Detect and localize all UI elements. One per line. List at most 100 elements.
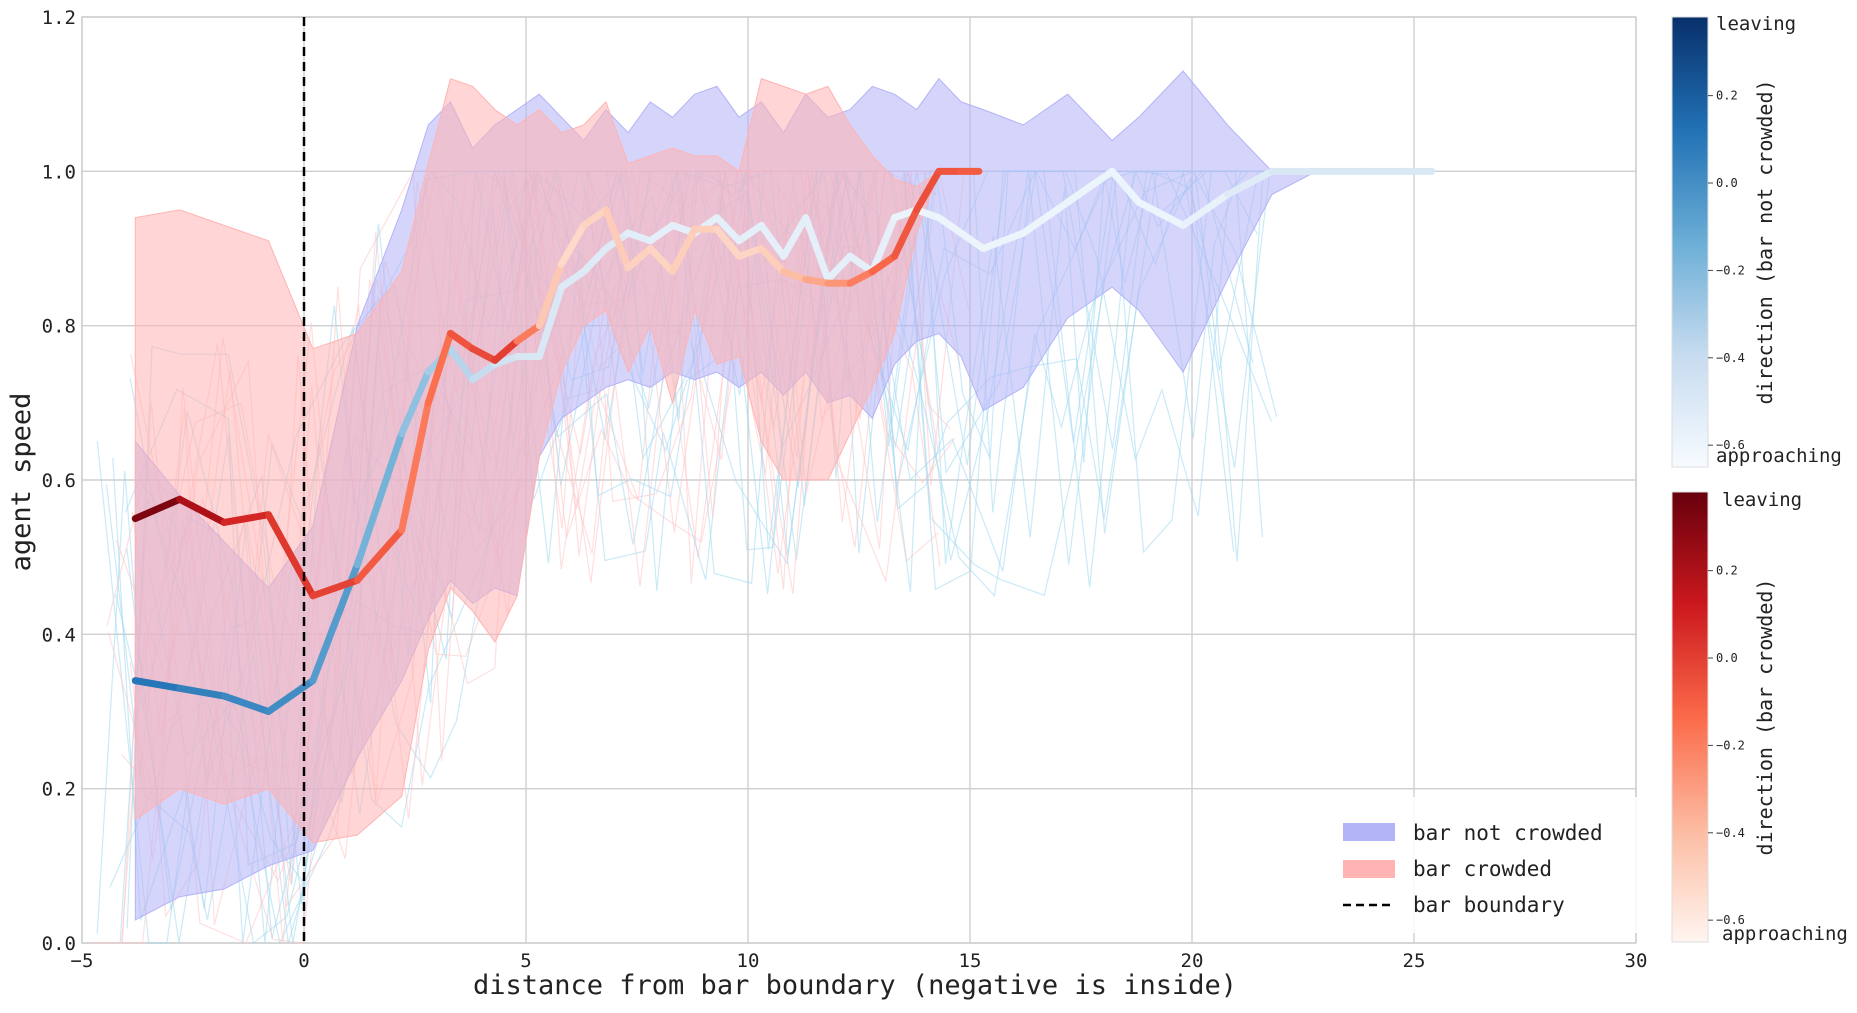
line-segment: [491, 337, 521, 364]
line-bar-crowded: [131, 167, 983, 600]
x-axis-label: distance from bar boundary (negative is …: [473, 970, 1237, 1001]
line-segment: [913, 206, 943, 222]
line-segment: [535, 283, 566, 361]
line-segment: [1135, 198, 1187, 229]
line-segment: [868, 214, 899, 276]
legend-label-bar-crowded: bar crowded: [1413, 857, 1552, 881]
line-segment: [580, 206, 610, 229]
colorbar-bottom-text: approaching: [1716, 445, 1842, 467]
x-tick-label: 15: [959, 950, 982, 972]
colorbar-tick-label: −0.6: [1716, 438, 1745, 452]
line-segment: [398, 368, 432, 438]
line-segment: [353, 430, 406, 569]
line-segment: [264, 677, 317, 715]
colorbar-tick-label: −0.4: [1716, 351, 1745, 365]
x-axis-ticks: −5 0 5 10 15 20 25 30: [71, 950, 1648, 972]
line-segment: [264, 511, 317, 600]
colorbar-bottom-text: approaching: [1722, 923, 1848, 945]
line-segment: [935, 214, 965, 237]
line-segment: [398, 399, 432, 534]
legend-label-bar-not-crowded: bar not crowded: [1413, 821, 1603, 845]
line-segment: [469, 345, 499, 364]
legend-label-bar-boundary: bar boundary: [1413, 893, 1565, 917]
line-segment: [580, 245, 610, 276]
line-segment: [1179, 190, 1232, 229]
colorbar-gradient-reds: [1671, 491, 1709, 943]
x-tick-label: 30: [1625, 950, 1648, 972]
line-segment: [891, 206, 921, 260]
line-segment: [176, 495, 228, 526]
line-segment: [220, 511, 272, 526]
line-segment: [802, 275, 832, 287]
colorbar-tick-label: 0.0: [1716, 176, 1738, 190]
line-segment: [131, 495, 184, 523]
colorbar-top-text: leaving: [1722, 489, 1802, 511]
x-tick-label: 20: [1181, 950, 1204, 972]
y-tick-label: 0.0: [42, 933, 76, 955]
y-tick-label: 1.2: [42, 7, 76, 29]
line-segment: [602, 206, 632, 272]
mean-speed-lines: [131, 167, 1436, 715]
legend-patch-bar-not-crowded: [1343, 823, 1395, 841]
line-segment: [353, 526, 406, 584]
legend: bar not crowded bar crowded bar boundary: [1302, 797, 1662, 933]
colorbar-bar-not-crowded: leaving approaching direction (bar not c…: [1671, 13, 1842, 468]
line-segment: [491, 353, 521, 368]
line-segment: [1019, 198, 1072, 237]
x-tick-label: 0: [298, 950, 309, 972]
colorbar-tick-label: −0.2: [1716, 738, 1745, 752]
line-segment: [624, 245, 654, 272]
x-tick-label: 5: [520, 950, 531, 972]
colorbar-tick-label: −0.4: [1716, 826, 1745, 840]
line-segment: [757, 245, 788, 276]
line-segment: [735, 245, 765, 260]
colorbar-tick-label: 0.2: [1716, 89, 1738, 103]
line-segment: [780, 268, 810, 283]
colorbar-tick-label: −0.2: [1716, 263, 1745, 277]
line-segment: [868, 252, 899, 276]
line-segment: [646, 245, 677, 276]
line-segment: [913, 167, 943, 214]
line-bar-not-crowded: [131, 167, 1436, 715]
line-segment: [624, 229, 654, 245]
line-segment: [713, 225, 743, 260]
line-segment: [447, 345, 477, 384]
line-segment: [1224, 167, 1276, 198]
colorbar-ticks: 0.2 0.0 −0.2 −0.4 −0.6: [1708, 564, 1745, 927]
line-segment: [176, 684, 228, 700]
colorbar-tick-label: −0.6: [1716, 913, 1745, 927]
line-segment: [535, 260, 566, 330]
legend-patch-bar-crowded: [1343, 860, 1395, 878]
colorbar-label: direction (bar not crowded): [1753, 79, 1777, 404]
colorbar-gradient-blues: [1671, 16, 1709, 468]
line-segment: [846, 268, 876, 287]
line-segment: [220, 692, 272, 715]
colorbar-label: direction (bar crowded): [1753, 579, 1777, 856]
line-segment: [424, 329, 455, 407]
x-tick-label: 25: [1403, 950, 1426, 972]
line-segment: [735, 221, 765, 245]
x-tick-label: −5: [71, 950, 94, 972]
x-tick-label: 10: [737, 950, 760, 972]
line-segment: [646, 221, 677, 245]
line-segment: [1064, 167, 1116, 206]
line-segment: [846, 252, 876, 276]
line-segment: [979, 229, 1027, 252]
line-segment: [780, 214, 810, 260]
line-segment: [1108, 167, 1143, 206]
y-tick-label: 1.0: [42, 161, 76, 183]
line-segment: [447, 329, 477, 353]
line-segment: [558, 221, 588, 268]
line-segment: [957, 229, 987, 252]
colorbar-tick-label: 0.2: [1716, 564, 1738, 578]
line-segment: [513, 322, 543, 345]
colorbar-top-text: leaving: [1716, 13, 1796, 35]
y-tick-label: 0.8: [42, 316, 76, 338]
line-segment: [713, 214, 743, 245]
y-tick-label: 0.4: [42, 624, 76, 646]
colorbar-ticks: 0.2 0.0 −0.2 −0.4 −0.6: [1708, 89, 1745, 452]
line-segment: [131, 677, 184, 692]
line-segment: [469, 360, 499, 384]
y-axis-ticks: 0.0 0.2 0.4 0.6 0.8 1.0 1.2: [42, 7, 76, 955]
